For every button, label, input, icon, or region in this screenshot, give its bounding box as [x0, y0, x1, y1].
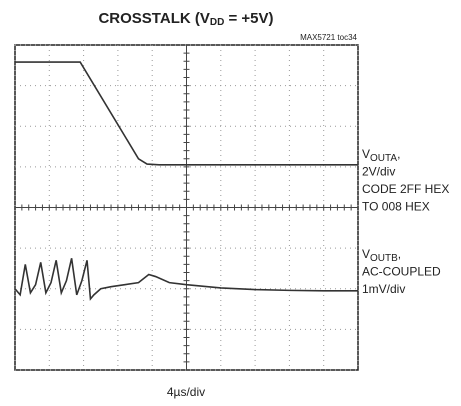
title-part: DD — [210, 17, 224, 28]
annotation: TO 008 HEX — [362, 200, 430, 214]
annotation: 1mV/div — [362, 282, 405, 296]
x-axis-label: 4µs/div — [167, 385, 205, 399]
annotation: AC-COUPLED — [362, 265, 441, 279]
annotation-part: OUTA — [370, 153, 397, 164]
chart-title: CROSSTALK (VDD = +5V) — [98, 10, 273, 28]
annotation-part: AC-COUPLED — [362, 265, 441, 279]
annotation-part: 2V/div — [362, 165, 395, 179]
annotation-part: V — [362, 247, 370, 261]
annotation: CODE 2FF HEX — [362, 182, 449, 196]
annotation-part: TO 008 HEX — [362, 200, 430, 214]
annotation-part: , — [398, 247, 401, 261]
annotation-part: OUTB — [370, 253, 398, 264]
trace — [14, 258, 358, 301]
annotation: VOUTA, — [362, 147, 400, 163]
title-part: CROSSTALK (V — [98, 10, 209, 27]
figure-note: MAX5721 toc34 — [300, 33, 357, 42]
trace — [15, 61, 358, 166]
annotation-part: CODE 2FF HEX — [362, 182, 449, 196]
title-part: = +5V) — [224, 10, 273, 27]
annotation-part: V — [362, 147, 370, 161]
annotation: 2V/div — [362, 165, 395, 179]
annotation-part: 1mV/div — [362, 282, 405, 296]
annotation: VOUTB, — [362, 247, 401, 263]
annotation-part: , — [397, 147, 400, 161]
